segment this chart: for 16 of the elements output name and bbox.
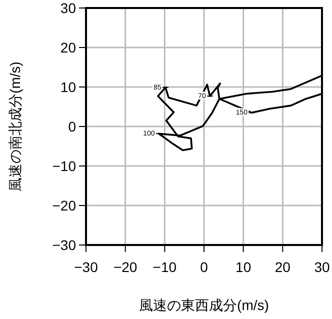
x-tick-label: −20 bbox=[113, 259, 138, 275]
y-tick-label: −30 bbox=[52, 237, 76, 253]
y-tick-label: 0 bbox=[68, 118, 76, 134]
y-tick-label: 30 bbox=[60, 0, 76, 16]
x-tick-label: 10 bbox=[236, 259, 252, 275]
x-tick-label: 20 bbox=[274, 259, 291, 275]
y-tick-label: 10 bbox=[60, 79, 76, 95]
x-tick-label: −30 bbox=[74, 259, 98, 275]
x-tick-label: 30 bbox=[314, 259, 330, 275]
y-axis-title: 風速の南北成分(m/s) bbox=[7, 62, 23, 192]
x-tick-label: −10 bbox=[152, 259, 177, 275]
y-tick-label: −10 bbox=[52, 158, 76, 174]
y-tick-label: −20 bbox=[52, 198, 76, 214]
y-tick-label: 20 bbox=[60, 40, 76, 56]
x-tick-label: 0 bbox=[200, 259, 208, 275]
x-axis-title: 風速の東西成分(m/s) bbox=[139, 297, 269, 313]
